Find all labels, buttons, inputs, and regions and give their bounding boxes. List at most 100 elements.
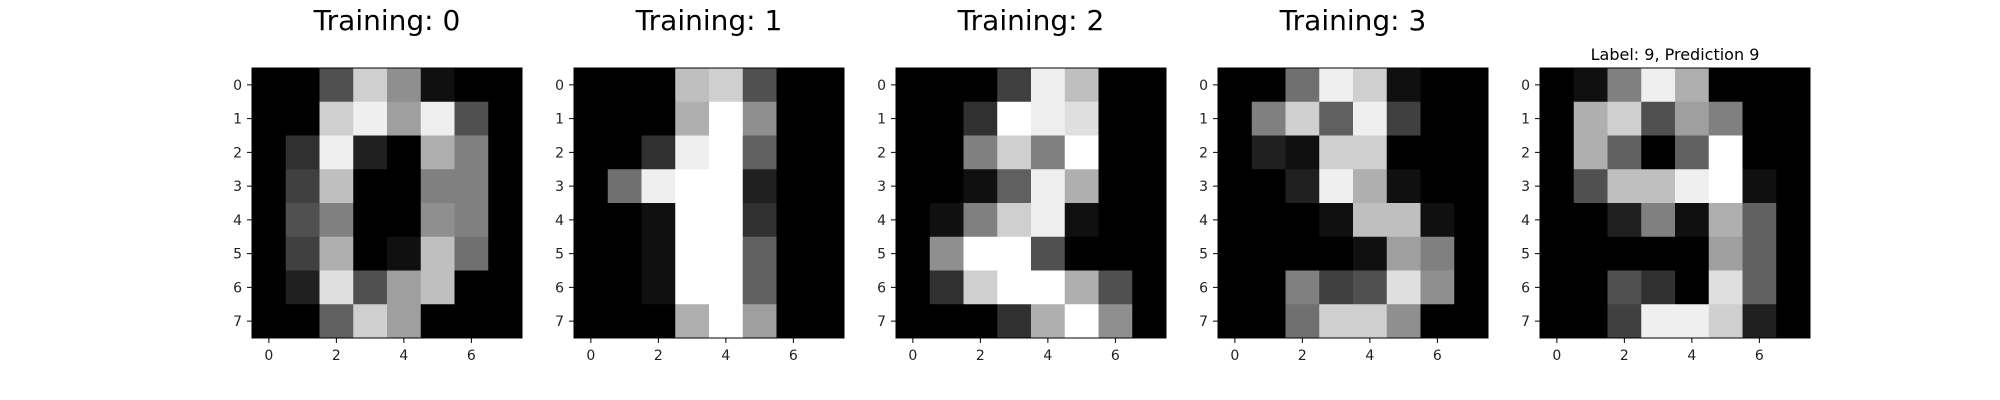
- y-tick-label: 2: [877, 145, 886, 161]
- pixel-cell: [1708, 236, 1743, 271]
- pixel-cell: [675, 236, 710, 271]
- x-tick-label: 6: [1755, 348, 1764, 364]
- pixel-cell: [963, 270, 998, 305]
- pixel-cell: [896, 135, 931, 170]
- pixel-cell: [1319, 304, 1354, 339]
- pixel-cell: [1675, 304, 1710, 339]
- y-tick-label: 3: [555, 179, 564, 195]
- pixel-cell: [1353, 169, 1388, 204]
- pixel-cell: [387, 236, 422, 271]
- pixel-cell: [574, 203, 609, 238]
- pixel-cell: [641, 68, 676, 103]
- pixel-cell: [488, 101, 523, 136]
- pixel-cell: [488, 304, 523, 339]
- pixel-cell: [454, 270, 489, 305]
- pixel-cell: [810, 304, 845, 339]
- pixel-cell: [1573, 203, 1608, 238]
- pixel-cell: [742, 304, 777, 339]
- pixel-cell: [1607, 270, 1642, 305]
- pixel-cell: [1573, 304, 1608, 339]
- pixel-cell: [1540, 135, 1575, 170]
- pixel-cell: [709, 101, 744, 136]
- pixel-cell: [997, 169, 1032, 204]
- pixel-cell: [1132, 101, 1167, 136]
- pixel-cell: [742, 270, 777, 305]
- pixel-cell: [929, 135, 964, 170]
- y-tick-label: 4: [1521, 213, 1530, 229]
- pixel-cell: [319, 304, 354, 339]
- pixel-cell: [1098, 304, 1133, 339]
- pixel-cell: [1454, 203, 1489, 238]
- pixel-cell: [641, 236, 676, 271]
- y-tick-label: 1: [233, 112, 242, 128]
- pixel-cell: [1064, 135, 1099, 170]
- pixel-cell: [1285, 270, 1320, 305]
- y-tick-label: 2: [1521, 145, 1530, 161]
- x-tick-label: 2: [976, 348, 985, 364]
- pixel-cell: [1776, 270, 1811, 305]
- pixel-cell: [709, 304, 744, 339]
- pixel-cell: [1285, 236, 1320, 271]
- pixel-cell: [1742, 135, 1777, 170]
- pixel-cell: [1540, 68, 1575, 103]
- pixel-cell: [1675, 101, 1710, 136]
- y-tick-label: 4: [233, 213, 242, 229]
- pixel-cell: [963, 203, 998, 238]
- digit-panel: Training: 2 0 2 4 6 0 1 2 3 4 5 6 7: [877, 4, 1167, 364]
- pixel-cell: [454, 169, 489, 204]
- pixel-cell: [1098, 236, 1133, 271]
- pixel-cell: [1454, 236, 1489, 271]
- pixel-cell: [1573, 169, 1608, 204]
- pixel-cell: [353, 169, 388, 204]
- x-tick-label: 6: [1433, 348, 1442, 364]
- pixel-cell: [353, 101, 388, 136]
- pixel-cell: [1776, 236, 1811, 271]
- pixel-cell: [1285, 101, 1320, 136]
- pixel-cell: [1031, 236, 1066, 271]
- pixel-cell: [1098, 169, 1133, 204]
- pixel-cell: [1420, 236, 1455, 271]
- pixel-cell: [1386, 169, 1421, 204]
- pixel-cell: [1251, 101, 1286, 136]
- pixel-cell: [454, 203, 489, 238]
- pixel-cell: [1641, 101, 1676, 136]
- pixel-cell: [1641, 270, 1676, 305]
- pixel-cell: [776, 304, 811, 339]
- pixel-cell: [742, 135, 777, 170]
- pixel-cell: [1353, 304, 1388, 339]
- y-tick-label: 5: [877, 247, 886, 263]
- pixel-cell: [454, 101, 489, 136]
- pixel-cell: [776, 236, 811, 271]
- pixel-cell: [353, 68, 388, 103]
- pixel-cell: [1064, 270, 1099, 305]
- pixel-cell: [353, 203, 388, 238]
- pixel-cell: [1776, 135, 1811, 170]
- pixel-cell: [319, 203, 354, 238]
- pixel-cell: [1251, 236, 1286, 271]
- pixel-cell: [387, 270, 422, 305]
- pixel-cell: [252, 68, 287, 103]
- pixel-cell: [1573, 101, 1608, 136]
- pixel-cell: [1064, 101, 1099, 136]
- pixel-cell: [1742, 68, 1777, 103]
- pixel-cell: [1218, 203, 1253, 238]
- pixel-cell: [1064, 203, 1099, 238]
- pixel-cell: [963, 68, 998, 103]
- pixel-cell: [997, 68, 1032, 103]
- pixel-cell: [1573, 270, 1608, 305]
- pixel-cell: [1641, 135, 1676, 170]
- pixel-cell: [285, 169, 320, 204]
- pixel-cell: [1708, 101, 1743, 136]
- pixel-cell: [454, 135, 489, 170]
- pixel-cell: [1675, 270, 1710, 305]
- pixel-cell: [1386, 236, 1421, 271]
- pixel-cell: [896, 68, 931, 103]
- axes-frame: [1539, 67, 1811, 339]
- pixel-cell: [1420, 203, 1455, 238]
- pixel-cell: [607, 101, 642, 136]
- pixel-cell: [1353, 135, 1388, 170]
- pixel-cell: [929, 304, 964, 339]
- pixel-cell: [1098, 203, 1133, 238]
- pixel-cell: [387, 169, 422, 204]
- pixel-cell: [1573, 135, 1608, 170]
